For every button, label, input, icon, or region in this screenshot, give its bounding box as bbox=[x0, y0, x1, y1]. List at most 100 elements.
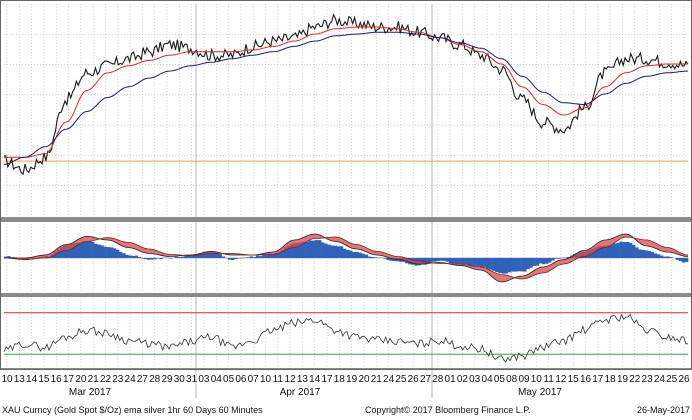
macd-histogram-bar bbox=[442, 258, 446, 261]
x-tick-label: 06 bbox=[235, 374, 247, 385]
macd-histogram-bar bbox=[128, 255, 132, 258]
macd-histogram-bar bbox=[538, 258, 543, 264]
macd-histogram-bar bbox=[492, 258, 496, 271]
macd-histogram-bar bbox=[290, 244, 294, 258]
macd-histogram-bar bbox=[364, 254, 369, 258]
macd-histogram-bar bbox=[283, 247, 288, 258]
macd-histogram-bar bbox=[501, 258, 505, 274]
macd-histogram-bar bbox=[467, 258, 471, 266]
macd-histogram-bar bbox=[147, 258, 151, 260]
macd-histogram-bar bbox=[557, 258, 561, 259]
macd-histogram-bar bbox=[386, 258, 390, 260]
macd-histogram-bar bbox=[594, 247, 599, 258]
macd-histogram-bar bbox=[625, 242, 630, 258]
x-tick-label: 05 bbox=[494, 374, 506, 385]
macd-histogram-bar bbox=[638, 249, 642, 258]
macd-histogram-bar bbox=[330, 245, 334, 258]
macd-histogram-bar bbox=[355, 251, 359, 258]
macd-histogram-bar bbox=[669, 257, 673, 258]
macd-histogram-bar bbox=[218, 254, 222, 258]
macd-histogram-bar bbox=[302, 241, 306, 258]
footer: XAU Curncy (Gold Spot $/Oz) ema silver 1… bbox=[2, 405, 690, 415]
x-tick-label: 27 bbox=[137, 374, 149, 385]
x-tick-label: 25 bbox=[395, 374, 407, 385]
macd-histogram-bar bbox=[333, 245, 337, 258]
macd-histogram-bar bbox=[479, 258, 484, 268]
macd-histogram-bar bbox=[628, 242, 633, 258]
x-month-label: Apr 2017 bbox=[280, 387, 321, 398]
macd-histogram-bar bbox=[103, 246, 107, 258]
macd-histogram-bar bbox=[115, 249, 120, 258]
grid-layer bbox=[4, 4, 688, 398]
x-tick-label: 02 bbox=[457, 374, 469, 385]
macd-histogram-bar bbox=[72, 243, 76, 258]
x-tick-label: 22 bbox=[100, 374, 112, 385]
macd-histogram-bar bbox=[140, 258, 145, 259]
macd-histogram-bar bbox=[545, 258, 549, 264]
macd-histogram-bar bbox=[339, 246, 344, 258]
macd-histogram-bar bbox=[660, 255, 664, 258]
macd-histogram-bar bbox=[137, 257, 142, 258]
macd-histogram-bar bbox=[321, 242, 325, 258]
macd-histogram-bar bbox=[196, 253, 201, 258]
macd-histogram-bar bbox=[227, 258, 232, 260]
x-tick-label: 09 bbox=[518, 374, 530, 385]
macd-histogram-bar bbox=[293, 243, 297, 258]
macd-histogram-bar bbox=[81, 241, 86, 258]
macd-histogram-bar bbox=[97, 244, 101, 258]
macd-histogram-bar bbox=[510, 258, 515, 272]
x-tick-label: 31 bbox=[186, 374, 198, 385]
macd-histogram-bar bbox=[252, 257, 257, 258]
x-tick-label: 28 bbox=[149, 374, 161, 385]
x-tick-label: 24 bbox=[383, 374, 395, 385]
macd-histogram-bar bbox=[324, 243, 328, 258]
macd-histogram-bar bbox=[517, 258, 521, 272]
macd-histogram-bar bbox=[246, 257, 250, 258]
macd-histogram-bar bbox=[122, 253, 126, 258]
macd-histogram-bar bbox=[112, 248, 117, 258]
panel-separators bbox=[0, 0, 692, 370]
macd-histogram-bar bbox=[461, 258, 465, 265]
macd-histogram-bar bbox=[535, 258, 540, 266]
macd-histogram-bar bbox=[150, 258, 154, 260]
macd-histogram-bar bbox=[451, 258, 456, 264]
macd-histogram-bar bbox=[476, 258, 480, 267]
macd-histogram-bar bbox=[143, 258, 148, 260]
x-tick-label: 23 bbox=[642, 374, 654, 385]
macd-histogram-bar bbox=[358, 252, 362, 258]
macd-histogram-bar bbox=[647, 251, 651, 258]
separator-price-macd bbox=[0, 217, 692, 222]
macd-histogram-bar bbox=[234, 258, 238, 259]
macd-histogram-bar bbox=[439, 258, 443, 261]
macd-histogram-bar bbox=[513, 258, 518, 272]
macd-histogram-bar bbox=[268, 253, 272, 258]
macd-histogram-bar bbox=[131, 255, 135, 258]
macd-histogram-bar bbox=[56, 249, 61, 258]
series-ema_fast bbox=[4, 26, 688, 158]
x-tick-label: 15 bbox=[568, 374, 580, 385]
macd-histogram-bar bbox=[100, 245, 104, 258]
x-tick-label: 13 bbox=[297, 374, 309, 385]
x-tick-label: 17 bbox=[63, 374, 75, 385]
macd-histogram-bar bbox=[84, 241, 89, 258]
macd-histogram-bar bbox=[181, 256, 185, 258]
macd-histogram-bar bbox=[563, 257, 567, 258]
macd-histogram-bar bbox=[448, 258, 452, 264]
plot-border bbox=[0, 0, 692, 370]
macd-histogram-bar bbox=[482, 258, 487, 267]
macd-histogram-bar bbox=[675, 258, 679, 260]
macd-histogram-bar bbox=[600, 246, 605, 258]
macd-histogram-bar bbox=[464, 258, 468, 264]
macd-histogram-bar bbox=[255, 255, 260, 258]
x-tick-label: 19 bbox=[617, 374, 629, 385]
macd-histogram-bar bbox=[193, 255, 198, 258]
x-tick-label: 15 bbox=[38, 374, 50, 385]
x-tick-label: 17 bbox=[321, 374, 333, 385]
macd-histogram-bar bbox=[653, 253, 658, 258]
x-tick-label: 11 bbox=[273, 374, 284, 385]
macd-histogram-bar bbox=[221, 256, 225, 258]
x-tick-label: 23 bbox=[112, 374, 124, 385]
x-tick-label: 16 bbox=[51, 374, 63, 385]
macd-histogram-bar bbox=[429, 258, 434, 262]
macd-histogram-bar bbox=[249, 256, 253, 258]
